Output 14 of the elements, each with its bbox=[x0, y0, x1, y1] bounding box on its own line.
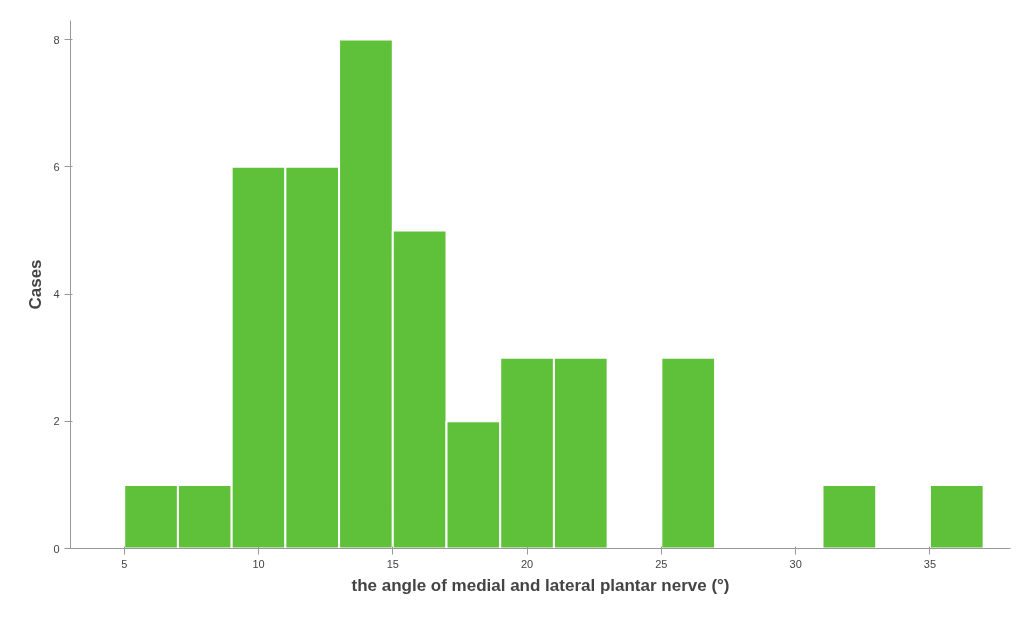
x-tick-label: 15 bbox=[386, 557, 399, 570]
y-tick-label: 8 bbox=[53, 33, 60, 46]
y-tick-label: 0 bbox=[53, 542, 60, 555]
y-tick-label: 2 bbox=[53, 415, 60, 428]
y-axis-title: Cases bbox=[26, 259, 46, 310]
x-tick-label: 5 bbox=[121, 557, 128, 570]
x-axis-title: the angle of medial and lateral plantar nerve (°) bbox=[351, 575, 730, 595]
x-tick-label: 10 bbox=[252, 557, 265, 570]
y-tick-label: 4 bbox=[53, 288, 60, 301]
x-tick-label: 25 bbox=[655, 557, 668, 570]
x-tick-label: 20 bbox=[520, 557, 534, 570]
y-tick-label: 6 bbox=[53, 160, 60, 173]
x-tick-label: 30 bbox=[789, 557, 802, 570]
x-tick-label: 35 bbox=[923, 557, 937, 570]
